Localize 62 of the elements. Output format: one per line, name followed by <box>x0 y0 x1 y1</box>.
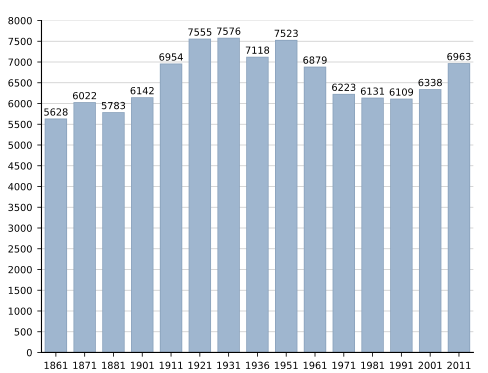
y-tick-label: 2000 <box>8 266 32 274</box>
data-label: 6022 <box>72 92 96 100</box>
y-tick-label: 7000 <box>8 58 32 66</box>
bar <box>217 38 240 352</box>
x-tick-label: 1971 <box>332 362 356 370</box>
data-label: 6131 <box>360 87 384 95</box>
bar <box>188 38 212 352</box>
y-tick-label: 5000 <box>8 141 32 149</box>
bar <box>102 112 125 352</box>
y-tick-label: 1000 <box>8 307 32 315</box>
x-tick-label: 1871 <box>73 362 96 370</box>
y-tick-label: 6500 <box>8 79 32 87</box>
bar <box>361 98 384 352</box>
data-label: 7523 <box>274 30 298 38</box>
data-label: 6109 <box>390 88 414 96</box>
bar <box>131 97 154 352</box>
data-label: 6223 <box>332 84 356 91</box>
x-tick-label: 1931 <box>217 362 240 370</box>
y-tick-label: 8000 <box>8 16 32 24</box>
x-tick-label: 2011 <box>447 362 470 370</box>
y-tick-label: 4500 <box>8 162 32 170</box>
y-tick-label: 1500 <box>8 286 32 294</box>
x-tick-label: 1881 <box>102 362 125 370</box>
x-tick-label: 1991 <box>390 362 413 370</box>
y-tick-label: 0 <box>26 348 32 356</box>
bar <box>332 94 356 352</box>
data-label: 7576 <box>217 27 240 35</box>
x-tick-label: 1936 <box>246 362 270 370</box>
data-label: 6954 <box>159 53 183 61</box>
y-tick-label: 500 <box>14 328 32 336</box>
bar <box>448 63 470 352</box>
y-tick-label: 5500 <box>8 120 32 128</box>
bar <box>160 64 182 352</box>
x-tick-label: 2001 <box>418 362 442 370</box>
bar <box>44 118 68 352</box>
bar <box>304 66 326 352</box>
y-tick-label: 4000 <box>8 182 32 190</box>
y-tick-label: 7500 <box>8 38 32 46</box>
data-label: 5628 <box>44 108 68 116</box>
x-tick-label: 1861 <box>44 362 68 370</box>
data-label: 6963 <box>447 52 471 60</box>
y-tick-label: 3500 <box>8 204 32 212</box>
data-label: 7555 <box>188 28 212 36</box>
bar <box>390 98 413 352</box>
y-tick-label: 2500 <box>8 245 32 253</box>
x-tick-label: 1901 <box>130 362 154 370</box>
bar <box>73 102 96 352</box>
x-tick-label: 1961 <box>304 362 326 370</box>
data-label: 6338 <box>418 78 442 86</box>
x-tick-label: 1911 <box>160 362 183 370</box>
data-label: 6879 <box>303 56 327 64</box>
bar <box>246 56 269 352</box>
data-label: 7118 <box>246 46 270 54</box>
x-tick-label: 1951 <box>274 362 298 370</box>
x-tick-label: 1981 <box>361 362 384 370</box>
x-tick-label: 1921 <box>188 362 212 370</box>
y-tick-label: 3000 <box>8 224 32 232</box>
y-tick-label: 6000 <box>8 100 32 108</box>
data-label: 6142 <box>130 86 154 94</box>
data-label: 5783 <box>102 102 126 110</box>
bar <box>418 89 442 352</box>
bar <box>274 40 298 352</box>
